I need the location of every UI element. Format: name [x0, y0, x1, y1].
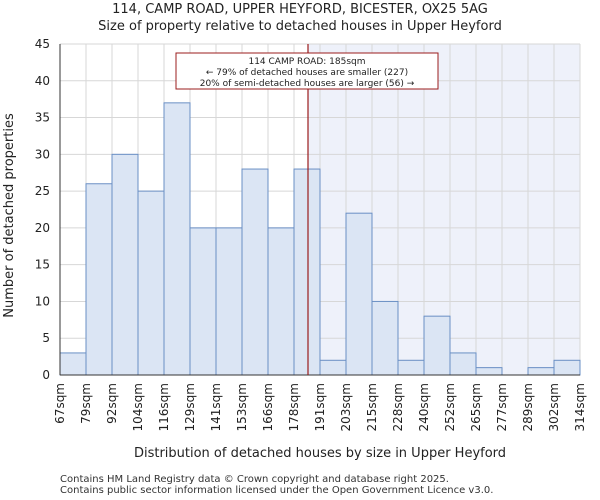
histogram-bar	[137, 190, 165, 376]
histogram-bar	[111, 153, 139, 376]
y-tick-label: 25	[35, 184, 50, 198]
histogram-bar	[85, 183, 113, 376]
y-tick-label: 20	[35, 221, 50, 235]
x-axis-title: Distribution of detached houses by size …	[134, 446, 506, 461]
histogram-bar	[475, 367, 503, 376]
annotation-box	[175, 52, 439, 90]
histogram-bar	[345, 212, 373, 376]
x-tick-label: 104sqm	[131, 383, 145, 431]
x-tick-label: 79sqm	[79, 383, 93, 424]
x-tick-label: 302sqm	[547, 383, 561, 431]
histogram-bar	[371, 300, 399, 376]
chart-title: 114, CAMP ROAD, UPPER HEYFORD, BICESTER,…	[112, 2, 488, 17]
histogram-bar	[423, 315, 451, 376]
y-tick-label: 35	[35, 111, 50, 125]
x-tick-label: 228sqm	[391, 383, 405, 431]
x-tick-label: 252sqm	[443, 383, 457, 431]
x-tick-label: 265sqm	[469, 383, 483, 431]
footer-copyright: Contains HM Land Registry data © Crown c…	[60, 474, 449, 485]
histogram-bar	[553, 359, 581, 376]
x-tick-label: 141sqm	[209, 383, 223, 431]
x-tick-label: 67sqm	[53, 383, 67, 424]
x-tick-label: 277sqm	[495, 383, 509, 431]
histogram-bar	[319, 359, 347, 376]
histogram-bar	[215, 227, 243, 376]
annotation-text: 114 CAMP ROAD: 185sqm	[248, 57, 365, 67]
x-tick-label: 178sqm	[287, 383, 301, 431]
annotation-text: ← 79% of detached houses are smaller (22…	[206, 68, 408, 78]
x-tick-label: 129sqm	[183, 383, 197, 431]
y-tick-label: 45	[35, 37, 50, 51]
histogram-bar	[59, 352, 87, 376]
x-tick-label: 166sqm	[261, 383, 275, 431]
x-tick-label: 92sqm	[105, 383, 119, 424]
y-axis-title: Number of detached properties	[2, 113, 17, 318]
x-tick-label: 203sqm	[339, 383, 353, 431]
footer-licence: Contains public sector information licen…	[60, 485, 494, 496]
histogram-bar	[293, 168, 321, 376]
y-tick-label: 30	[35, 147, 50, 161]
histogram-bar	[267, 227, 295, 376]
y-tick-label: 40	[35, 74, 50, 88]
x-tick-label: 153sqm	[235, 383, 249, 431]
x-tick-label: 116sqm	[157, 383, 171, 431]
x-tick-label: 191sqm	[313, 383, 327, 431]
x-tick-label: 314sqm	[573, 383, 587, 431]
histogram-bar	[397, 359, 425, 376]
x-tick-label: 289sqm	[521, 383, 535, 431]
y-tick-label: 0	[42, 368, 50, 382]
histogram-bar	[241, 168, 269, 376]
histogram-bar	[189, 227, 217, 376]
chart-subtitle: Size of property relative to detached ho…	[98, 19, 502, 34]
histogram-bar	[527, 367, 555, 376]
histogram-bar	[449, 352, 477, 376]
annotation-text: 20% of semi-detached houses are larger (…	[200, 79, 415, 89]
y-tick-label: 10	[35, 294, 50, 308]
y-tick-label: 5	[42, 331, 50, 345]
x-tick-label: 215sqm	[365, 383, 379, 431]
x-tick-label: 240sqm	[417, 383, 431, 431]
y-tick-label: 15	[35, 258, 50, 272]
histogram-bar	[163, 102, 191, 376]
